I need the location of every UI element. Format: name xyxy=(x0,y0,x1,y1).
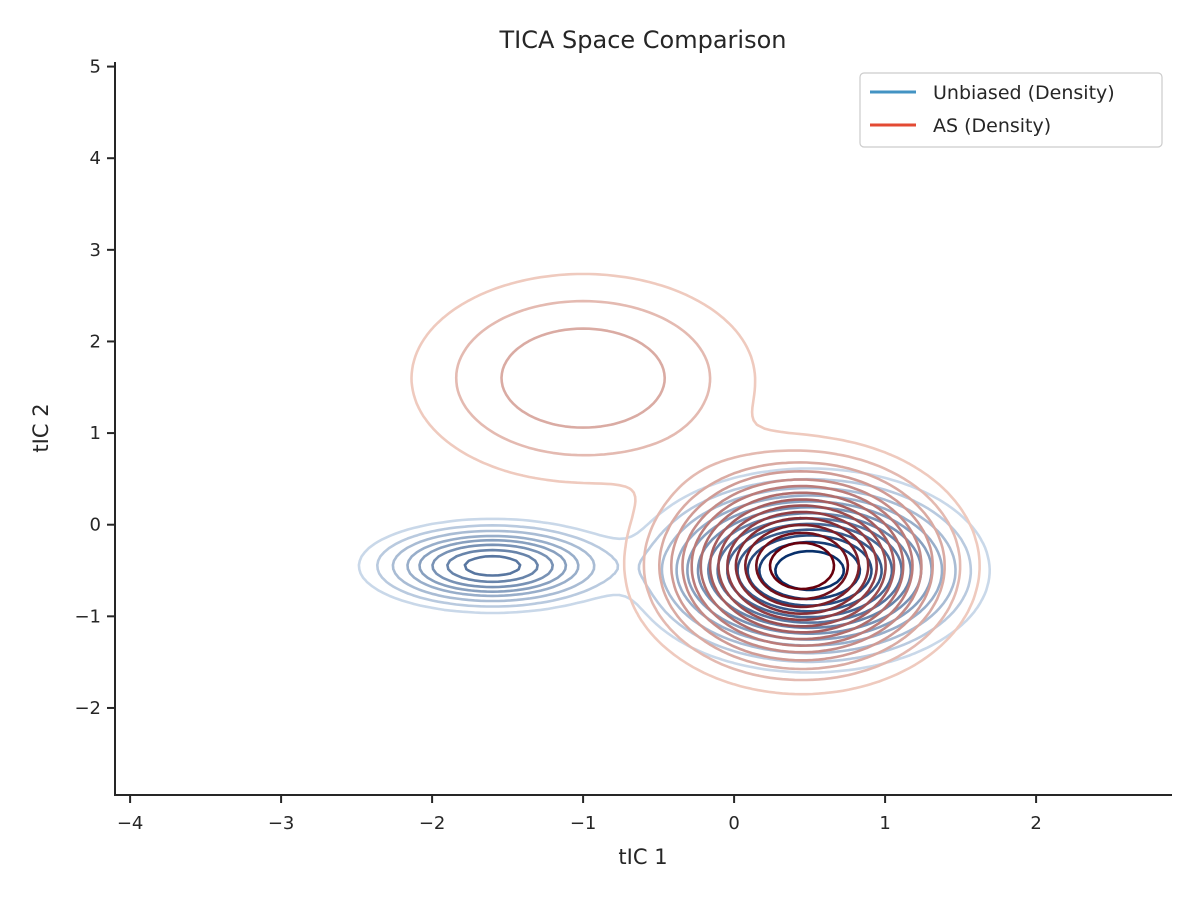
contour-line-as xyxy=(717,504,887,628)
contour-line-as xyxy=(726,510,878,622)
contour-line-as xyxy=(699,491,905,641)
y-tick-label: 3 xyxy=(90,240,101,261)
contour-line-as xyxy=(755,531,850,601)
legend-label-unbiased: Unbiased (Density) xyxy=(933,82,1115,104)
contour-line-as xyxy=(670,470,934,662)
contour-line-as xyxy=(500,327,946,671)
contour-line-as xyxy=(708,498,896,634)
contour-line-as xyxy=(410,272,981,696)
x-tick-label: 0 xyxy=(728,813,739,834)
chart-title: TICA Space Comparison xyxy=(498,26,786,54)
x-tick-label: 2 xyxy=(1030,813,1041,834)
contour-line-as xyxy=(744,523,861,609)
y-tick-label: 4 xyxy=(90,148,101,169)
y-axis-label: tIC 2 xyxy=(29,403,53,452)
x-tick-label: −2 xyxy=(419,813,446,834)
contour-line-unbiased xyxy=(376,477,973,664)
contour-line-unbiased xyxy=(746,534,873,607)
x-tick-label: −1 xyxy=(570,813,597,834)
y-tick-label: 0 xyxy=(90,515,101,536)
legend-label-as: AS (Density) xyxy=(933,115,1051,137)
contour-line-as xyxy=(690,484,914,647)
y-tick-label: 1 xyxy=(90,423,101,444)
y-tick-label: 2 xyxy=(90,331,101,352)
x-tick-label: −4 xyxy=(117,813,144,834)
legend: Unbiased (Density) AS (Density) xyxy=(859,72,1163,148)
x-tick-label: 1 xyxy=(879,813,890,834)
x-tick-label: −3 xyxy=(268,813,295,834)
contour-line-as xyxy=(734,516,870,615)
y-tick-label: 5 xyxy=(90,57,101,78)
y-tick-label: −1 xyxy=(74,606,101,627)
contour-line-as xyxy=(454,299,962,682)
y-tick-label: −2 xyxy=(74,698,101,719)
x-axis-label: tIC 1 xyxy=(618,845,667,869)
contour-line-as xyxy=(768,541,836,591)
contour-line-as xyxy=(681,478,923,654)
y-axis-ticks: −2 −1 0 1 2 3 4 5 xyxy=(74,57,115,719)
x-axis-ticks: −4 −3 −2 −1 0 1 2 xyxy=(117,795,1042,834)
legend-box xyxy=(859,72,1163,148)
contour-layer xyxy=(357,272,991,696)
